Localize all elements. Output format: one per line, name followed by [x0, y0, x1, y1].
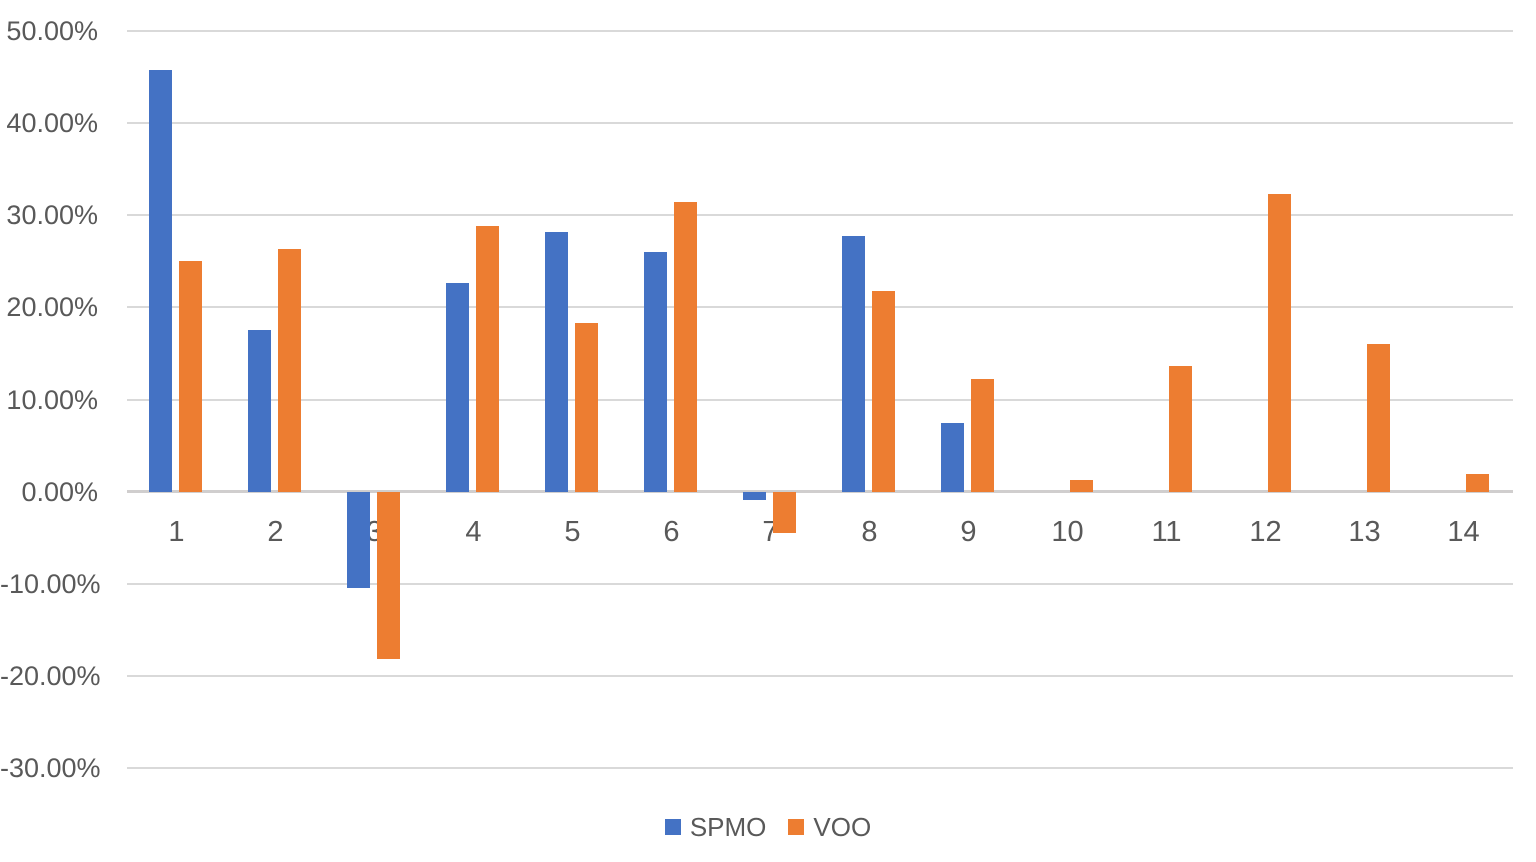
bar-spmo-2 — [248, 330, 271, 492]
bar-voo-5 — [575, 323, 598, 492]
legend-swatch-voo — [788, 819, 805, 835]
x-axis-category-label: 5 — [564, 516, 581, 548]
y-axis-tick-label: 0.00% — [21, 476, 98, 507]
x-axis-category-label: 1 — [168, 516, 185, 548]
bar-voo-14 — [1466, 474, 1489, 492]
x-axis-category-label: 14 — [1447, 516, 1480, 548]
y-axis-tick-label: 40.00% — [6, 108, 98, 139]
bar-voo-9 — [971, 379, 994, 492]
gridline — [127, 582, 1513, 585]
y-axis-tick-label: 30.00% — [6, 200, 98, 231]
x-axis-category-label: 13 — [1348, 516, 1381, 548]
gridline — [127, 30, 1513, 32]
x-axis-category-label: 10 — [1051, 516, 1084, 548]
gridline — [127, 767, 1513, 769]
x-axis-category-label: 8 — [861, 516, 878, 548]
legend: SPMO VOO — [0, 812, 1536, 842]
gridline — [127, 122, 1513, 125]
bar-voo-4 — [476, 226, 499, 492]
gridline — [127, 306, 1513, 309]
y-axis-tick-label: 20.00% — [6, 292, 98, 323]
y-axis-tick-label: -30.00% — [0, 753, 101, 783]
bar-spmo-1 — [149, 69, 172, 492]
gridline — [127, 214, 1513, 217]
x-axis-category-label: 4 — [465, 516, 482, 548]
gridline — [127, 674, 1513, 677]
bar-voo-3 — [377, 491, 400, 660]
bar-voo-13 — [1367, 344, 1390, 492]
legend-swatch-spmo — [664, 819, 681, 835]
bar-voo-2 — [278, 249, 301, 492]
x-axis-category-label: 7 — [762, 516, 779, 548]
bar-voo-8 — [872, 290, 895, 492]
legend-item-spmo: SPMO — [664, 812, 767, 842]
bar-spmo-3 — [347, 491, 370, 589]
y-axis-tick-label: -10.00% — [0, 568, 101, 599]
bar-voo-1 — [179, 261, 202, 492]
y-axis-tick-label: 50.00% — [6, 16, 98, 46]
bar-voo-11 — [1169, 366, 1192, 492]
legend-item-voo: VOO — [788, 812, 871, 842]
x-axis-category-label: 11 — [1151, 516, 1182, 548]
bar-voo-10 — [1070, 479, 1093, 492]
bar-voo-6 — [674, 202, 697, 492]
y-axis-tick-label: -20.00% — [0, 660, 101, 691]
bar-voo-12 — [1268, 194, 1291, 492]
bar-spmo-8 — [842, 236, 865, 492]
legend-label-voo: VOO — [813, 812, 872, 842]
x-axis-category-label: 6 — [663, 516, 680, 548]
bar-spmo-4 — [446, 282, 469, 492]
bar-voo-7 — [773, 491, 796, 534]
bar-spmo-6 — [644, 252, 667, 492]
bar-spmo-9 — [941, 423, 964, 492]
x-axis-category-label: 9 — [960, 516, 977, 548]
x-axis-category-label: 12 — [1249, 516, 1282, 548]
legend-label-spmo: SPMO — [689, 812, 767, 842]
x-axis-category-label: 2 — [267, 516, 284, 548]
bar-spmo-7 — [743, 491, 766, 500]
gridline — [127, 398, 1513, 401]
x-axis-line — [127, 490, 1513, 494]
y-axis-tick-label: 10.00% — [6, 384, 98, 415]
bar-spmo-5 — [545, 231, 568, 492]
